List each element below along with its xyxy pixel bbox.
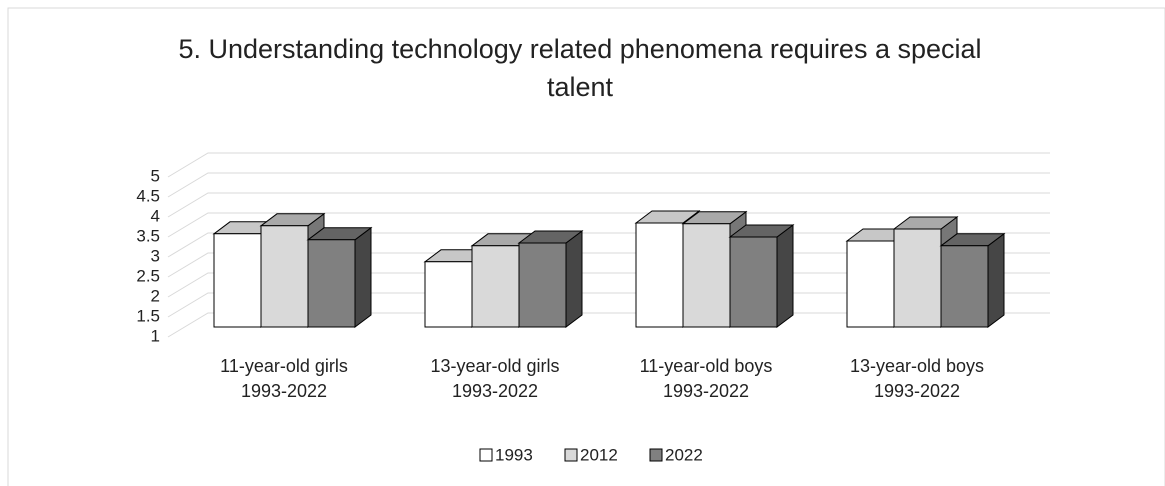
x-tick-label: 13-year-old girls 1993-2022 bbox=[430, 356, 560, 401]
bar-face bbox=[565, 230, 583, 328]
y-tick-label: 2 bbox=[151, 286, 160, 305]
bar bbox=[728, 224, 795, 328]
y-tick-label: 3 bbox=[151, 246, 160, 265]
y-tick-label: 4 bbox=[151, 206, 160, 225]
bar-face bbox=[940, 245, 989, 328]
y-tick-label: 3.5 bbox=[136, 226, 160, 245]
bar bbox=[517, 230, 584, 328]
bar-face bbox=[354, 226, 372, 328]
bar-face bbox=[307, 239, 356, 328]
legend-label: 2012 bbox=[580, 445, 618, 464]
legend-label: 1993 bbox=[495, 445, 533, 464]
bar-face bbox=[424, 261, 473, 328]
legend-label: 2022 bbox=[665, 445, 703, 464]
legend-swatch bbox=[564, 448, 578, 462]
grid-line bbox=[167, 152, 1050, 178]
x-tick-label: 11-year-old boys 1993-2022 bbox=[639, 356, 773, 401]
grid-line bbox=[167, 172, 1050, 198]
bar-face bbox=[776, 224, 794, 328]
x-tick-label: 13-year-old boys 1993-2022 bbox=[849, 356, 985, 401]
bar-face bbox=[987, 232, 1005, 328]
bar-face bbox=[729, 236, 778, 328]
bar-face bbox=[846, 240, 895, 328]
y-tick-label: 1.5 bbox=[136, 306, 160, 325]
bar-face bbox=[893, 228, 942, 328]
bar-face bbox=[213, 233, 262, 328]
y-tick-label: 1 bbox=[151, 326, 160, 345]
y-tick-label: 5 bbox=[151, 166, 160, 185]
bar-face bbox=[682, 223, 731, 328]
chart-title: 5. Understanding technology related phen… bbox=[178, 34, 982, 102]
bar bbox=[939, 232, 1006, 328]
bar-face bbox=[260, 225, 309, 328]
bar-face bbox=[471, 245, 520, 328]
x-tick-label: 11-year-old girls 1993-2022 bbox=[220, 356, 348, 401]
legend-swatch bbox=[649, 448, 663, 462]
bar-face bbox=[635, 222, 684, 328]
chart-border bbox=[7, 7, 1165, 486]
grid-line bbox=[167, 212, 1050, 238]
bar bbox=[306, 226, 373, 328]
y-tick-label: 4.5 bbox=[136, 186, 160, 205]
y-tick-label: 2.5 bbox=[136, 266, 160, 285]
legend-swatch bbox=[479, 448, 493, 462]
grid-line bbox=[167, 192, 1050, 218]
bar-face bbox=[518, 242, 567, 328]
